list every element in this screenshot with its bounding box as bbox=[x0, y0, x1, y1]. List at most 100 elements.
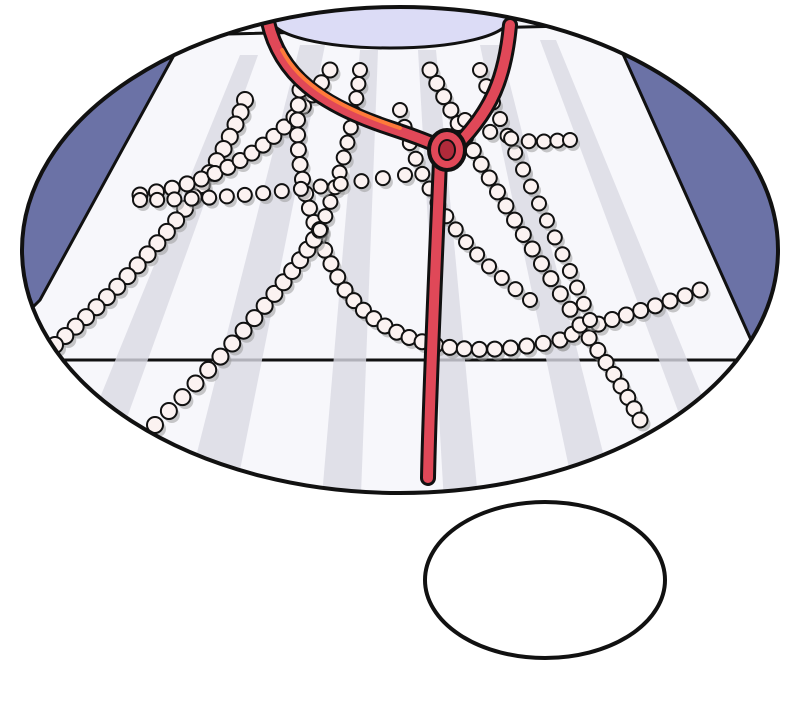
pearl bbox=[486, 340, 504, 358]
pearl bbox=[138, 245, 157, 264]
pearl bbox=[532, 255, 550, 273]
pearl bbox=[597, 354, 615, 372]
pearl bbox=[157, 222, 176, 241]
pearl bbox=[441, 338, 459, 356]
pearl bbox=[603, 311, 621, 329]
pearl bbox=[407, 150, 424, 167]
ribbon-strand bbox=[423, 155, 445, 483]
pearl bbox=[397, 167, 413, 183]
pearl bbox=[312, 178, 329, 195]
pearl bbox=[218, 188, 235, 205]
pearl bbox=[518, 337, 536, 355]
pearl bbox=[480, 169, 498, 187]
pearl bbox=[631, 411, 649, 429]
pearl bbox=[211, 347, 230, 366]
pearl bbox=[428, 74, 446, 92]
pearl bbox=[148, 234, 167, 253]
pearl bbox=[128, 256, 147, 275]
pearl bbox=[554, 246, 571, 263]
pearl bbox=[243, 144, 261, 162]
pearl bbox=[332, 175, 349, 192]
pearl bbox=[481, 258, 498, 275]
pearl bbox=[691, 281, 709, 299]
pearl bbox=[291, 156, 309, 174]
pearl bbox=[292, 180, 309, 197]
pearl bbox=[353, 173, 370, 190]
pearl bbox=[482, 123, 499, 140]
pearl bbox=[223, 334, 242, 353]
pearl bbox=[472, 62, 488, 78]
pearl bbox=[289, 111, 307, 129]
pearl bbox=[289, 126, 307, 144]
pearl bbox=[236, 186, 253, 203]
pearl bbox=[392, 102, 408, 118]
pearl bbox=[234, 321, 253, 340]
pearl bbox=[335, 149, 352, 166]
pearl bbox=[149, 191, 166, 208]
large-thought-bubble bbox=[20, 5, 780, 495]
pearl bbox=[186, 374, 205, 393]
pearl bbox=[254, 136, 272, 154]
pearl-strand-icon bbox=[312, 62, 370, 241]
pearl bbox=[329, 268, 347, 286]
pearl bbox=[255, 296, 274, 315]
pearl bbox=[520, 133, 537, 150]
pearl bbox=[312, 222, 328, 238]
pearl bbox=[317, 208, 334, 225]
ribbon-bow bbox=[260, 14, 518, 486]
pearl bbox=[470, 340, 488, 358]
pearl bbox=[167, 211, 186, 230]
pearl bbox=[497, 197, 515, 215]
pearl bbox=[580, 329, 598, 347]
pearl bbox=[289, 96, 307, 114]
pearl bbox=[561, 262, 578, 279]
pearl bbox=[201, 189, 218, 206]
pearl bbox=[231, 152, 249, 170]
pearl bbox=[339, 134, 356, 151]
pearl bbox=[503, 130, 520, 147]
pearl bbox=[469, 246, 486, 263]
pearl bbox=[435, 88, 453, 106]
pearl bbox=[551, 285, 569, 303]
pearl bbox=[472, 155, 490, 173]
pearl bbox=[534, 334, 552, 352]
pearl bbox=[322, 255, 340, 273]
pearl bbox=[265, 127, 283, 145]
pearl bbox=[321, 61, 339, 79]
dress-pleat bbox=[540, 40, 720, 470]
pearl bbox=[183, 190, 200, 207]
pearl bbox=[569, 279, 586, 296]
pearl bbox=[352, 62, 368, 78]
pearl-strand-icon bbox=[457, 112, 580, 153]
pearl bbox=[542, 270, 560, 288]
pearl bbox=[273, 183, 290, 200]
pearl bbox=[199, 360, 218, 379]
pearl bbox=[575, 295, 592, 312]
pearl bbox=[132, 192, 148, 208]
pearl bbox=[348, 90, 365, 107]
pearl-strand-icon bbox=[132, 167, 415, 211]
pearl bbox=[275, 118, 293, 136]
pearl bbox=[464, 142, 482, 160]
pearl bbox=[493, 269, 510, 286]
bubble-contents bbox=[22, 7, 778, 493]
pearl bbox=[523, 178, 540, 195]
pearl bbox=[507, 281, 524, 298]
pearl bbox=[506, 211, 524, 229]
pearl bbox=[562, 132, 578, 148]
pearl bbox=[455, 340, 473, 358]
pearl bbox=[336, 281, 354, 299]
pearl bbox=[289, 141, 307, 159]
pearl bbox=[546, 229, 563, 246]
ribbon-strand bbox=[457, 20, 515, 145]
pearl bbox=[447, 221, 464, 238]
pearl bbox=[661, 292, 679, 310]
pearl bbox=[414, 165, 431, 182]
pearl bbox=[492, 111, 509, 128]
pearl bbox=[561, 300, 579, 318]
pearl bbox=[582, 312, 598, 328]
pearl bbox=[535, 133, 552, 150]
pearl bbox=[255, 185, 272, 202]
